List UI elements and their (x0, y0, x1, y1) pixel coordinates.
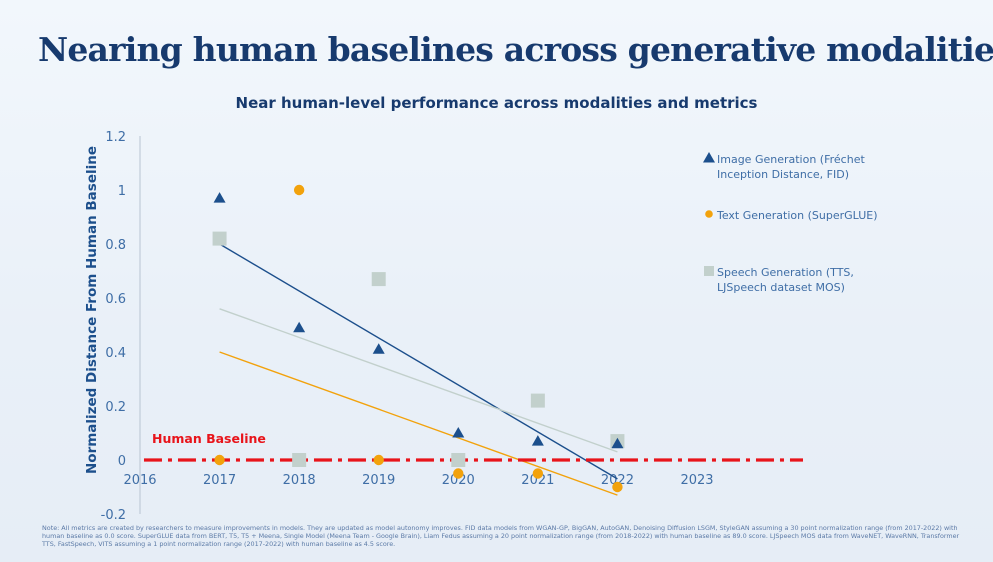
legend-marker (703, 152, 715, 163)
circle-data-point (532, 468, 544, 479)
chart-title: Near human-level performance across moda… (235, 94, 758, 112)
circle-data-point (612, 481, 623, 493)
triangle-data-point (452, 427, 465, 438)
legend-label: Image Generation (Fréchet Inception Dista… (717, 153, 865, 181)
square-data-point (292, 453, 307, 467)
footnote: Note: All metrics are created by researc… (42, 524, 960, 548)
x-tick-label: 2021 (521, 473, 554, 488)
x-tick-label: 2016 (123, 473, 156, 488)
square-data-point (530, 393, 545, 408)
circle-data-point (214, 454, 225, 466)
y-tick-label: 1 (118, 184, 126, 199)
circle-data-point (373, 454, 384, 466)
legend-label: Text Generation (SuperGLUE) (716, 209, 878, 222)
square-data-point (451, 453, 466, 467)
x-tick-label: 2022 (601, 473, 634, 488)
legend-marker (704, 266, 714, 276)
square-data-point (371, 272, 386, 287)
y-tick-label: 0.4 (105, 346, 126, 361)
page-title: Nearing human baselines across generativ… (38, 30, 993, 69)
triangle-data-point (611, 437, 624, 449)
y-tick-label: 0.6 (105, 292, 126, 307)
y-tick-label: 0.2 (105, 400, 126, 415)
trend-line (219, 351, 618, 496)
legend-marker (705, 210, 713, 218)
x-tick-label: 2020 (442, 473, 475, 488)
y-tick-label: 0.8 (105, 238, 126, 253)
x-tick-label: 2018 (283, 473, 316, 488)
triangle-data-point (531, 435, 544, 446)
circle-data-point (453, 468, 464, 479)
triangle-data-point (213, 192, 226, 203)
circle-data-point (293, 184, 305, 196)
y-tick-label: 1.2 (105, 130, 126, 145)
trend-line (219, 243, 618, 480)
x-tick-label: 2023 (680, 473, 713, 488)
triangle-data-point (293, 321, 306, 333)
y-axis-label: Normalized Distance From Human Baseline (84, 146, 100, 474)
y-tick-label: -0.2 (101, 508, 126, 523)
y-tick-label: 0 (118, 454, 126, 469)
triangle-data-point (372, 343, 385, 354)
trend-line (219, 308, 618, 453)
x-tick-label: 2017 (203, 473, 236, 488)
legend-label: Speech Generation (TTS, LJSpeech dataset … (717, 266, 854, 294)
human-baseline-label: Human Baseline (152, 431, 266, 446)
square-data-point (212, 231, 227, 246)
x-tick-label: 2019 (362, 473, 395, 488)
